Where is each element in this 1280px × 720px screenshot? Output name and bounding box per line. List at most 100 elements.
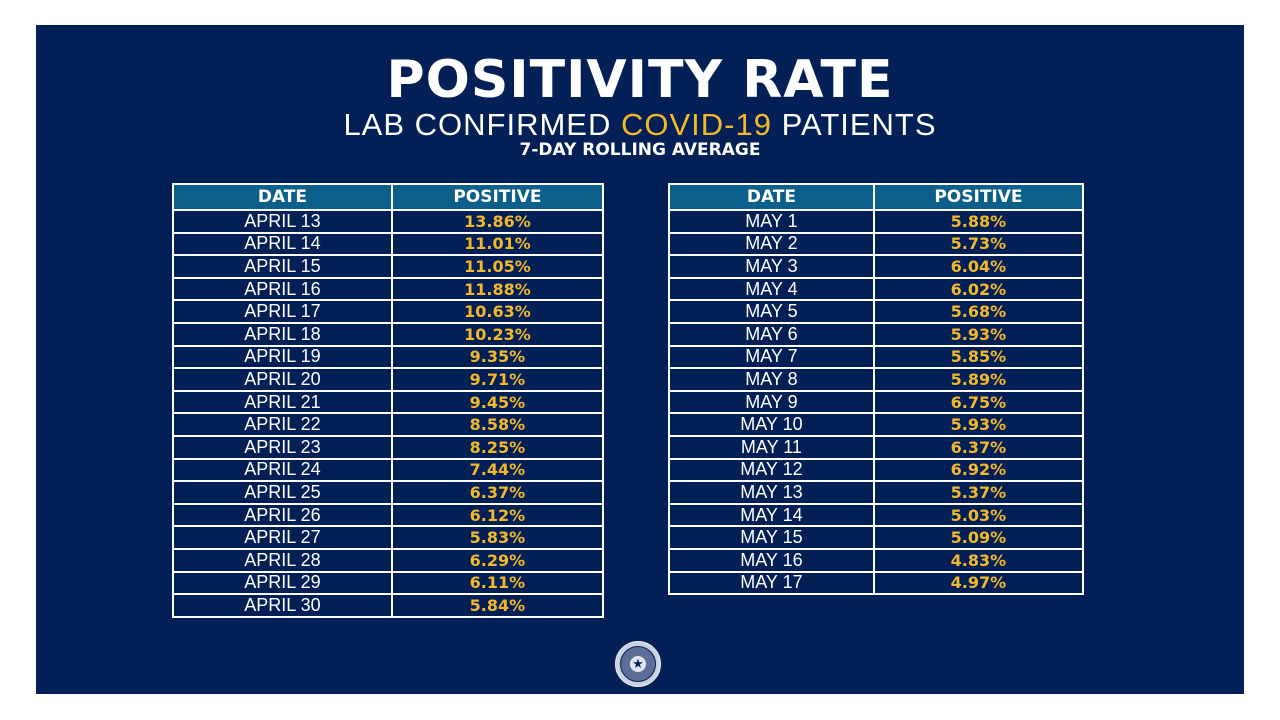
date-cell: MAY 3 [668, 254, 875, 279]
date-cell: APRIL 28 [172, 547, 393, 573]
table-row: MAY 5 5.68% [668, 299, 1085, 324]
date-cell: MAY 2 [668, 231, 875, 257]
positive-rate-cell: 6.75% [872, 389, 1085, 415]
texas-governor-seal-icon: ★ [615, 641, 661, 687]
column-header-positive: POSITIVE [390, 183, 605, 211]
positive-rate-cell: 5.89% [872, 367, 1085, 392]
positive-rate-cell: 5.93% [872, 321, 1085, 347]
table-row: MAY 7 5.85% [668, 344, 1085, 370]
positive-rate-cell: 4.97% [872, 570, 1085, 596]
positive-rate-cell: 5.73% [872, 231, 1085, 257]
date-cell: APRIL 22 [172, 412, 393, 437]
table-row: APRIL 22 8.58% [172, 412, 605, 437]
positive-rate-cell: 5.09% [872, 525, 1085, 550]
positive-rate-cell: 6.11% [390, 570, 605, 596]
date-cell: APRIL 20 [172, 367, 393, 392]
date-cell: APRIL 19 [172, 344, 393, 370]
positive-rate-cell: 5.93% [872, 412, 1085, 437]
positive-rate-cell: 9.71% [390, 367, 605, 392]
table-row: APRIL 20 9.71% [172, 367, 605, 392]
positive-rate-cell: 6.02% [872, 276, 1085, 302]
date-cell: APRIL 21 [172, 389, 393, 415]
date-cell: APRIL 29 [172, 570, 393, 596]
date-cell: APRIL 24 [172, 457, 393, 483]
date-cell: APRIL 17 [172, 299, 393, 324]
seal-ring: ★ [620, 646, 656, 682]
date-cell: MAY 13 [668, 480, 875, 505]
table-row: APRIL 28 6.29% [172, 547, 605, 573]
positive-rate-cell: 8.25% [390, 434, 605, 460]
table-row: MAY 17 4.97% [668, 570, 1085, 596]
table-row: APRIL 21 9.45% [172, 389, 605, 415]
positive-rate-cell: 6.29% [390, 547, 605, 573]
date-cell: MAY 17 [668, 570, 875, 596]
table-row: APRIL 29 6.11% [172, 570, 605, 596]
table-row: MAY 13 5.37% [668, 480, 1085, 505]
table-row: APRIL 27 5.83% [172, 525, 605, 550]
date-cell: APRIL 13 [172, 209, 393, 234]
date-cell: MAY 8 [668, 367, 875, 392]
date-cell: MAY 5 [668, 299, 875, 324]
positive-rate-cell: 9.35% [390, 344, 605, 370]
date-cell: MAY 16 [668, 547, 875, 573]
table-row: MAY 15 5.09% [668, 525, 1085, 550]
positive-rate-cell: 6.37% [390, 480, 605, 505]
positive-rate-cell: 11.05% [390, 254, 605, 279]
positive-rate-cell: 5.84% [390, 593, 605, 618]
subtitle-highlight: COVID-19 [620, 107, 772, 142]
table-header-row: DATE POSITIVE [668, 183, 1085, 211]
date-cell: APRIL 18 [172, 321, 393, 347]
positive-rate-cell: 4.83% [872, 547, 1085, 573]
positive-rate-cell: 7.44% [390, 457, 605, 483]
table-row: APRIL 24 7.44% [172, 457, 605, 483]
positive-rate-cell: 11.88% [390, 276, 605, 302]
positive-rate-cell: 5.85% [872, 344, 1085, 370]
table-row: MAY 14 5.03% [668, 502, 1085, 528]
date-cell: MAY 11 [668, 434, 875, 460]
positive-rate-cell: 6.04% [872, 254, 1085, 279]
positive-rate-cell: 10.63% [390, 299, 605, 324]
page-subtitle: LAB CONFIRMED COVID-19 PATIENTS [0, 108, 1280, 142]
positive-rate-cell: 8.58% [390, 412, 605, 437]
date-cell: MAY 10 [668, 412, 875, 437]
positive-rate-cell: 5.88% [872, 209, 1085, 234]
table-row: APRIL 30 5.84% [172, 593, 605, 618]
date-cell: MAY 12 [668, 457, 875, 483]
table-row: MAY 9 6.75% [668, 389, 1085, 415]
date-cell: APRIL 14 [172, 231, 393, 257]
table-row: MAY 11 6.37% [668, 434, 1085, 460]
column-header-positive: POSITIVE [872, 183, 1085, 211]
date-cell: APRIL 30 [172, 593, 393, 618]
date-cell: APRIL 27 [172, 525, 393, 550]
table-row: APRIL 14 11.01% [172, 231, 605, 257]
positive-rate-cell: 6.12% [390, 502, 605, 528]
positive-rate-cell: 13.86% [390, 209, 605, 234]
positive-rate-cell: 5.68% [872, 299, 1085, 324]
star-icon: ★ [632, 656, 644, 671]
date-cell: MAY 7 [668, 344, 875, 370]
date-cell: APRIL 26 [172, 502, 393, 528]
subtitle-suffix: PATIENTS [771, 107, 937, 142]
table-row: MAY 1 5.88% [668, 209, 1085, 234]
date-cell: APRIL 25 [172, 480, 393, 505]
table-row: APRIL 19 9.35% [172, 344, 605, 370]
positive-rate-cell: 10.23% [390, 321, 605, 347]
date-cell: APRIL 15 [172, 254, 393, 279]
table-row: MAY 2 5.73% [668, 231, 1085, 257]
table-row: APRIL 13 13.86% [172, 209, 605, 234]
seal-center: ★ [630, 656, 646, 672]
date-cell: MAY 4 [668, 276, 875, 302]
table-row: MAY 16 4.83% [668, 547, 1085, 573]
positive-rate-cell: 5.83% [390, 525, 605, 550]
date-cell: MAY 9 [668, 389, 875, 415]
positive-rate-cell: 5.37% [872, 480, 1085, 505]
date-cell: APRIL 23 [172, 434, 393, 460]
table-row: APRIL 23 8.25% [172, 434, 605, 460]
positive-rate-cell: 5.03% [872, 502, 1085, 528]
date-cell: MAY 6 [668, 321, 875, 347]
table-row: APRIL 16 11.88% [172, 276, 605, 302]
table-row: MAY 10 5.93% [668, 412, 1085, 437]
subtitle-prefix: LAB CONFIRMED [343, 107, 621, 142]
page-title: POSITIVITY RATE [386, 50, 894, 110]
